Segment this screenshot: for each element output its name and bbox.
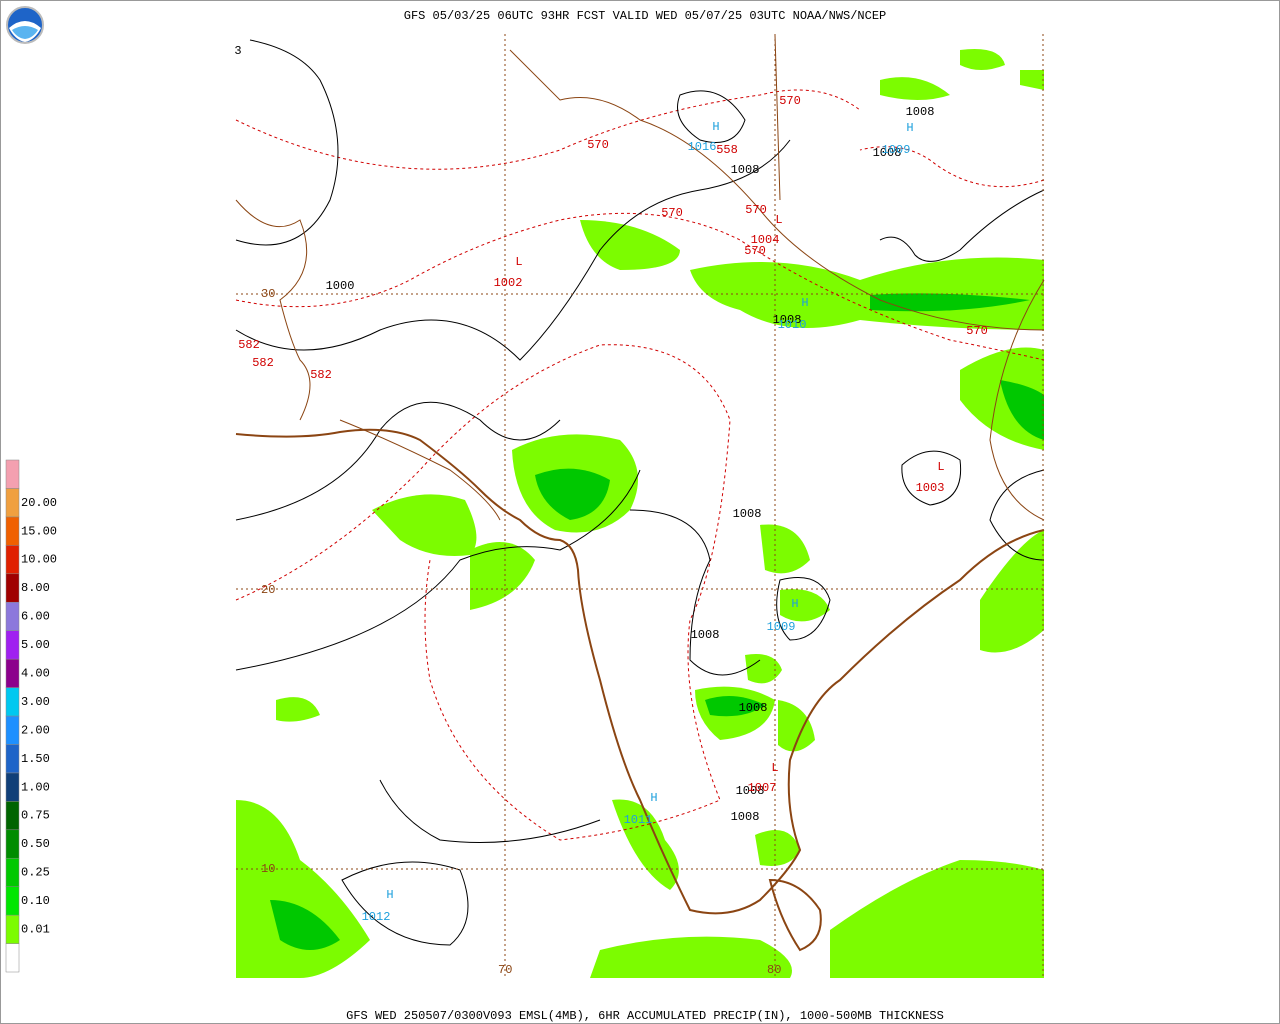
legend-swatch [5, 801, 20, 831]
legend-label: 3.00 [21, 695, 50, 709]
legend-swatch [5, 886, 20, 916]
thickness-contours [235, 89, 1045, 841]
contour-label: 582 [238, 338, 260, 352]
legend-label: 10.00 [21, 553, 57, 567]
legend-label: 5.00 [21, 638, 50, 652]
grid-label: 10 [261, 862, 275, 876]
pressure-center: H [386, 888, 393, 902]
legend-label: 1.50 [21, 752, 50, 766]
precip-heavier [270, 293, 1044, 950]
pressure-center: H [791, 597, 798, 611]
borders [235, 34, 1045, 521]
contour-label: 1008 [733, 507, 762, 521]
legend-swatch [5, 772, 20, 802]
grid-label: 80 [767, 963, 781, 977]
contour-label: 1003 [916, 481, 945, 495]
legend-label: 20.00 [21, 496, 57, 510]
contour-label: 570 [587, 138, 609, 152]
legend-label: 4.00 [21, 667, 50, 681]
legend-swatch [5, 516, 20, 546]
pressure-center: H [712, 120, 719, 134]
pressure-center: L [775, 213, 782, 227]
legend-label: 1.00 [21, 780, 50, 794]
legend-swatch [5, 601, 20, 631]
contour-label: 1008 [731, 163, 760, 177]
legend-label: 0.25 [21, 866, 50, 880]
footer-caption: GFS WED 250507/0300V093 EMSL(4MB), 6HR A… [346, 1009, 944, 1023]
contour-label: 1002 [494, 276, 523, 290]
legend-label: 0.50 [21, 837, 50, 851]
noaa-logo [6, 6, 44, 44]
legend-swatch [5, 488, 20, 518]
contour-label: 1016 [688, 140, 717, 154]
contour-label: 558 [716, 143, 738, 157]
contour-label: 570 [779, 94, 801, 108]
grid-label: 70 [498, 963, 512, 977]
contour-label: 570 [661, 206, 683, 220]
legend-swatch [5, 545, 20, 575]
contour-label: 1008 [873, 146, 902, 160]
contour-label: 1008 [731, 810, 760, 824]
pressure-contours [235, 39, 1045, 946]
contour-label: 582 [310, 368, 332, 382]
legend-swatch [5, 715, 20, 745]
contour-label: 570 [966, 324, 988, 338]
legend-label: 8.00 [21, 581, 50, 595]
contour-label: 1008 [906, 105, 935, 119]
contour-label: 1004 [751, 233, 780, 247]
contour-label: 1007 [748, 781, 777, 795]
coastline [235, 428, 1045, 952]
contour-label: 1010 [778, 318, 807, 332]
legend-swatch [5, 630, 20, 660]
contour-label: 582 [252, 356, 274, 370]
legend-swatch [5, 744, 20, 774]
grid-label: 30 [261, 287, 275, 301]
pressure-center: L [937, 460, 944, 474]
contour-label: 1008 [691, 628, 720, 642]
pressure-center: L [771, 761, 778, 775]
legend-swatch [5, 459, 20, 489]
pressure-center: H [801, 296, 808, 310]
contour-label: 3 [234, 44, 241, 58]
legend-label: 2.00 [21, 723, 50, 737]
contour-label: 1000 [326, 279, 355, 293]
legend-swatch [5, 829, 20, 859]
contour-label: 1009 [767, 620, 796, 634]
contour-label: 1011 [624, 813, 653, 827]
contour-label: 1009 [882, 143, 911, 157]
legend-label: 6.00 [21, 610, 50, 624]
legend-label: 0.10 [21, 894, 50, 908]
contour-label: 1008 [736, 784, 765, 798]
lat-lon-grid [236, 34, 1044, 978]
grid-label: 20 [261, 583, 275, 597]
header-title: GFS 05/03/25 06UTC 93HR FCST VALID WED 0… [404, 9, 886, 23]
contour-label: 570 [745, 203, 767, 217]
contour-label: 1008 [773, 313, 802, 327]
contour-label: 1012 [362, 910, 391, 924]
legend-label: 0.01 [21, 923, 50, 937]
legend-swatch [5, 943, 20, 973]
legend-swatch [5, 573, 20, 603]
map-area [235, 34, 1045, 978]
legend-swatch [5, 658, 20, 688]
pressure-center: H [650, 791, 657, 805]
legend-swatch [5, 857, 20, 887]
pressure-center: H [906, 121, 913, 135]
pressure-center: L [515, 255, 522, 269]
legend-swatch [5, 687, 20, 717]
legend-label: 15.00 [21, 524, 57, 538]
contour-label: 570 [744, 244, 766, 258]
legend-label: 0.75 [21, 809, 50, 823]
legend-swatch [5, 914, 20, 944]
contour-label: 1008 [739, 701, 768, 715]
